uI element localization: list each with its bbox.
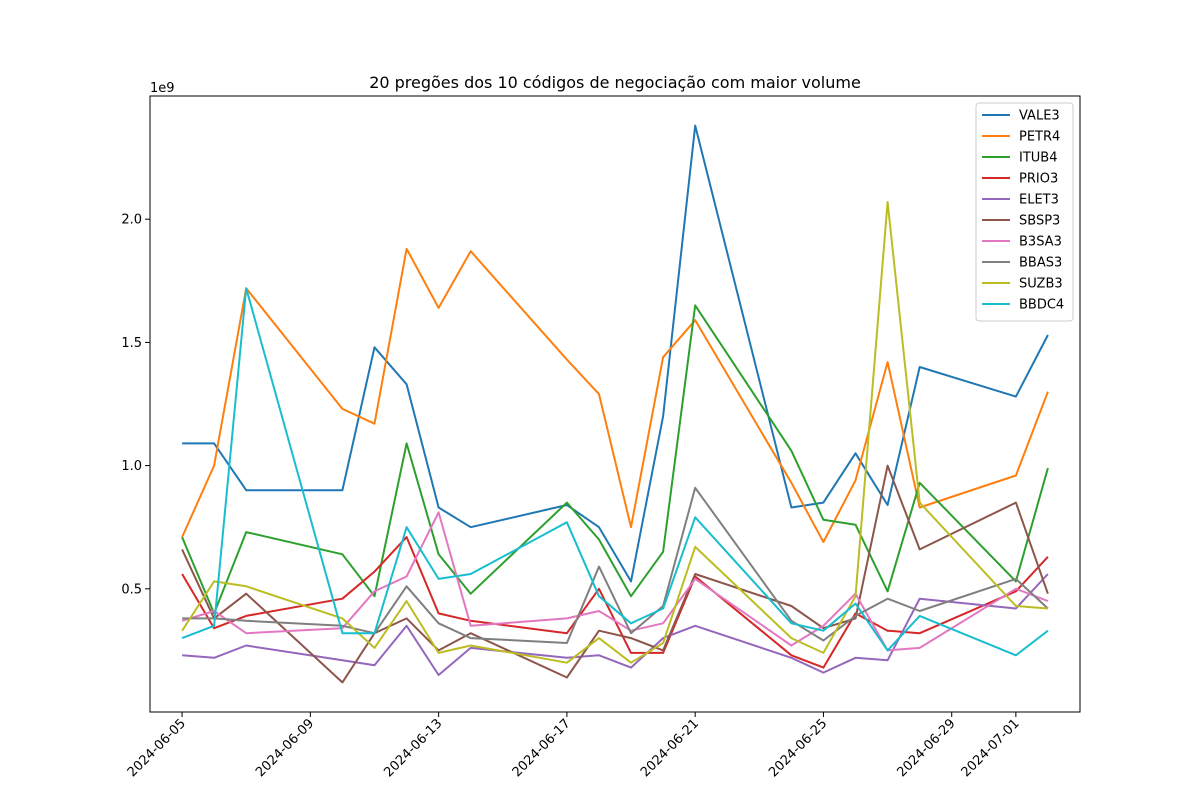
- legend-label-itub4: ITUB4: [1019, 151, 1057, 166]
- y-offset-label: 1e9: [150, 81, 175, 96]
- y-axis: 0.5 1.0 1.5 2.0: [121, 213, 150, 597]
- legend-label-sbsp3: SBSP3: [1019, 214, 1060, 229]
- legend-label-elet3: ELET3: [1019, 193, 1059, 208]
- series-line-bbas3: [182, 486, 1049, 644]
- series-line-itub4: [181, 304, 1049, 615]
- series-line-vale3: [182, 124, 1049, 583]
- y-tick-label: 0.5: [121, 582, 142, 597]
- legend-label-vale3: VALE3: [1019, 109, 1060, 124]
- legend: VALE3 PETR4 ITUB4 PRIO3 ELET3 SBSP3 B3SA3 BBAS3…: [975, 102, 1074, 322]
- series-line-sbsp3: [181, 464, 1049, 684]
- plot-frame: [149, 95, 1081, 713]
- legend-label-b3sa3: B3SA3: [1019, 235, 1062, 250]
- y-tick-label: 2.0: [121, 213, 142, 228]
- legend-label-petr4: PETR4: [1019, 130, 1060, 145]
- y-tick-label: 1.0: [121, 459, 142, 474]
- y-tick-label: 1.5: [121, 336, 142, 351]
- legend-label-bbas3: BBAS3: [1019, 256, 1062, 271]
- series-line-suzb3: [181, 201, 1048, 664]
- legend-label-bbdc4: BBDC4: [1019, 298, 1064, 313]
- series-line-petr4: [181, 247, 1049, 543]
- series-line-elet3: [182, 573, 1049, 676]
- legend-label-suzb3: SUZB3: [1019, 277, 1063, 292]
- series-lines: [181, 124, 1049, 684]
- legend-label-prio3: PRIO3: [1019, 172, 1058, 187]
- chart-title: 20 pregões dos 10 códigos de negociação …: [369, 73, 861, 92]
- series-line-bbdc4: [181, 287, 1049, 657]
